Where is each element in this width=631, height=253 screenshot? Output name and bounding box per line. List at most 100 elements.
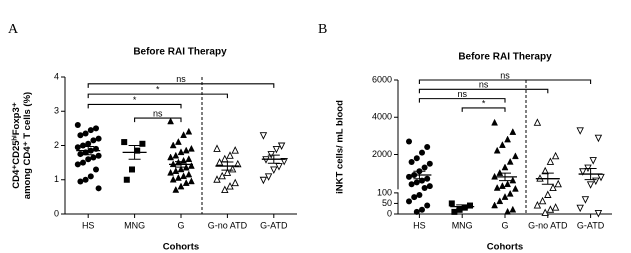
data-point [579,168,587,176]
data-point [187,144,195,152]
data-point [272,145,281,154]
data-point [123,176,130,183]
data-point [221,185,229,193]
data-point [74,121,81,128]
data-point [549,183,557,191]
data-point [82,130,89,137]
data-point [174,138,182,145]
y-tick-label: 0 [54,208,59,218]
data-point [576,127,584,135]
x-tick-label: G-no ATD [208,220,248,230]
data-point [174,158,182,166]
data-point [541,208,549,216]
data-point [498,141,506,148]
y-tick-label: 0 [387,208,392,218]
data-point [509,205,517,213]
data-point [174,173,182,181]
data-point [167,153,175,161]
x-tick-label: MNG [124,220,145,230]
data-point [544,190,552,198]
data-point [424,202,431,209]
data-point [493,146,501,154]
data-point [491,118,499,126]
data-point [77,151,84,158]
data-point [213,144,221,152]
significance-label: ns [500,70,510,80]
data-point [546,157,555,165]
data-point [546,205,555,213]
data-point [187,161,195,169]
data-point [185,127,193,135]
x-tick-label: G-ATD [260,220,288,230]
data-point [576,204,584,213]
data-point [169,175,177,183]
error-bar [584,167,597,181]
x-tick-label: G-ATD [577,220,605,230]
data-point [180,131,188,138]
data-point [218,171,226,180]
data-point [74,144,81,151]
significance-label: ns [176,74,186,84]
data-point [419,149,425,156]
significance-label: * [482,98,486,108]
data-point [169,141,177,149]
x-tick-label: G [501,220,508,230]
data-point [408,158,415,165]
significance-bracket [461,107,506,112]
data-point [187,177,195,185]
data-point [177,165,185,173]
data-point [461,204,468,211]
error-bar [499,172,511,182]
data-point [509,176,517,184]
data-point [95,135,102,142]
data-point [90,154,97,161]
data-point [180,172,188,180]
data-point [85,156,92,163]
data-point [82,176,89,183]
data-point [421,164,428,171]
data-point [182,179,190,186]
significance-label: ns [457,89,467,99]
data-point [533,201,542,209]
data-point [93,166,99,173]
data-point [408,181,415,188]
data-point [406,198,412,205]
significance-label: * [133,95,137,105]
data-point [413,155,420,162]
y-tick-label: 50 [382,198,392,208]
data-point [231,146,239,154]
data-point [77,132,84,139]
y-tick-label: 100 [377,187,392,197]
significance-bracket [418,98,506,103]
data-point [134,147,141,154]
data-point [594,134,603,143]
data-point [424,144,431,151]
data-point [504,207,512,215]
data-point [172,167,180,174]
data-point [533,118,542,126]
data-point [74,161,81,168]
error-bar [221,161,234,171]
data-point [586,181,595,189]
data-point [259,176,268,185]
data-point [226,151,234,159]
data-point [139,140,146,147]
data-point [416,191,423,198]
data-point [426,160,433,167]
x-axis-label: Cohorts [163,242,199,253]
y-tick-label: 6000 [372,74,392,84]
data-point [77,178,84,185]
data-point [95,185,102,192]
significance-label: * [156,85,160,95]
data-point [234,159,242,168]
data-point [95,152,102,159]
y-tick-label: 2000 [372,149,392,159]
significance-bracket [418,88,549,94]
data-point [506,157,514,165]
data-point [280,157,288,166]
data-point [129,166,135,173]
data-point [551,151,560,160]
significance-bracket [87,103,182,109]
data-point [554,179,562,188]
